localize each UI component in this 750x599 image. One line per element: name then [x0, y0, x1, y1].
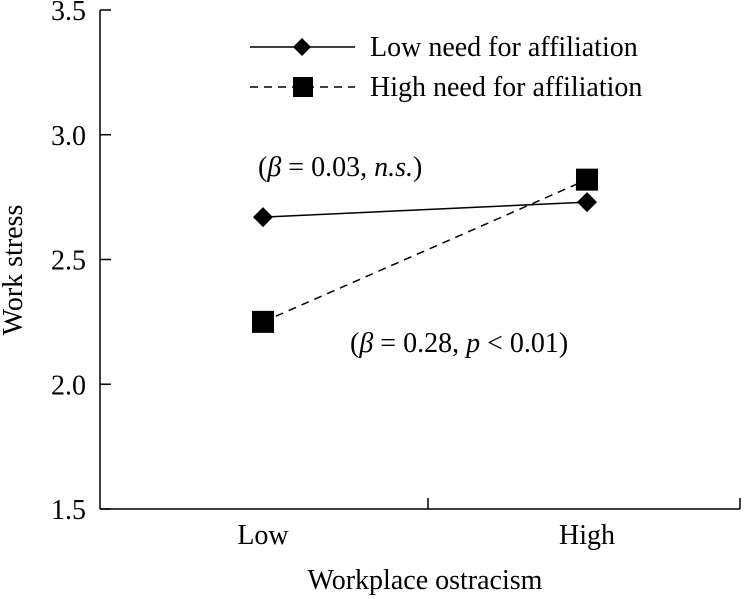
legend-square-marker	[293, 77, 313, 97]
x-axis-title: Workplace ostracism	[308, 565, 543, 596]
legend: Low need for affiliation High need for a…	[250, 32, 642, 103]
y-tick-label-3: 3.0	[51, 121, 86, 152]
x-tick-label-1: High	[559, 520, 615, 551]
series-0-line	[262, 201, 588, 218]
legend-label-high: High need for affiliation	[370, 72, 642, 103]
series-1-point-0	[252, 310, 274, 333]
series-1-line	[262, 178, 588, 323]
annotation-high-affiliation: (β = 0.28, p < 0.01)	[350, 328, 568, 359]
y-tick-label-1: 2.0	[51, 370, 86, 401]
y-tick-label-2: 2.5	[51, 246, 86, 277]
series-layer	[252, 168, 598, 333]
y-tick-label-4: 3.5	[51, 0, 86, 27]
y-ticks: 1.5 2.0 2.5 3.0 3.5	[51, 0, 111, 526]
legend-diamond-marker	[293, 38, 311, 56]
series-0-point-1	[577, 192, 597, 213]
y-tick-label-0: 1.5	[51, 495, 86, 526]
series-0-point-0	[253, 207, 273, 228]
x-ticks: Low High	[237, 520, 615, 551]
annotation-low-affiliation: (β = 0.03, n.s.)	[258, 152, 422, 183]
series-1-point-1	[576, 168, 598, 191]
legend-label-low: Low need for affiliation	[370, 32, 638, 63]
y-axis-title: Work stress	[0, 205, 29, 336]
x-tick-label-0: Low	[237, 520, 289, 551]
